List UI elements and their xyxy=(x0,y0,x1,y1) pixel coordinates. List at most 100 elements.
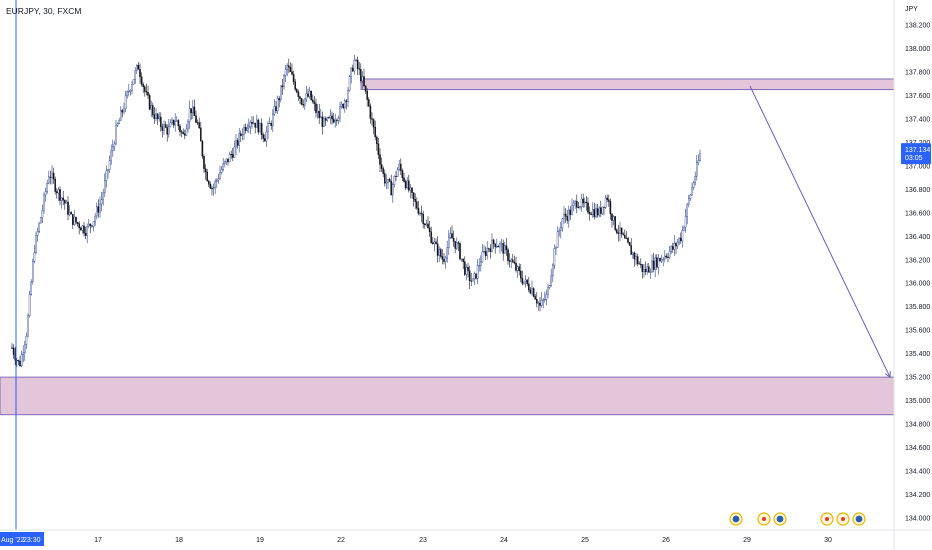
candle-body xyxy=(316,111,319,113)
candle-body xyxy=(478,265,481,267)
candle-body xyxy=(151,105,154,115)
candle-body xyxy=(137,64,140,70)
candle-body xyxy=(689,194,692,199)
candle-body xyxy=(51,172,53,178)
candle-body xyxy=(116,123,119,126)
candle-body xyxy=(329,115,332,118)
candle-body xyxy=(697,160,700,163)
candle-body xyxy=(444,257,447,262)
candle-body xyxy=(163,124,165,131)
candle-body xyxy=(643,269,645,272)
forecast-arrow-line[interactable] xyxy=(749,85,891,378)
candle-body xyxy=(203,156,205,169)
candle-body xyxy=(380,164,383,169)
candle-body xyxy=(57,189,60,194)
candle-body xyxy=(622,233,624,236)
price-tick-label: 135.200 xyxy=(905,375,930,382)
candle-body xyxy=(686,204,688,217)
candle-body xyxy=(241,134,244,136)
cursor-time-label: 23:30 xyxy=(23,537,41,544)
candle-body xyxy=(52,172,55,180)
candle-body xyxy=(563,213,565,219)
candle-body xyxy=(350,67,353,77)
candle-body xyxy=(396,169,399,177)
candle-body xyxy=(624,234,626,239)
candle-body xyxy=(249,122,252,127)
candle-body xyxy=(257,119,260,133)
candle-body xyxy=(411,187,413,193)
candle-body xyxy=(590,213,592,215)
candle-body xyxy=(664,255,666,260)
candle-body xyxy=(566,216,568,221)
candle-body xyxy=(132,79,135,85)
candle-body xyxy=(424,223,426,226)
candle-body xyxy=(153,114,156,120)
candle-body xyxy=(99,203,101,213)
candle-body xyxy=(625,237,628,239)
candle-body xyxy=(388,179,391,182)
candle-body xyxy=(540,299,543,306)
candle-body xyxy=(233,146,236,158)
candle-body xyxy=(312,99,314,103)
supply-zone[interactable] xyxy=(360,78,895,91)
candle-body xyxy=(127,91,130,93)
demand-zone[interactable] xyxy=(0,376,895,416)
candle-body xyxy=(288,65,290,68)
candle-body xyxy=(345,100,348,102)
candle-body xyxy=(379,154,381,165)
candle-body xyxy=(568,209,570,221)
candle-body xyxy=(614,216,616,230)
candle-body xyxy=(390,181,393,196)
price-axis[interactable]: JPY 138.200 138.000 137.800 137.600 137.400 13… xyxy=(901,6,931,523)
candle-body xyxy=(27,315,29,337)
candle-body xyxy=(124,95,127,110)
candle-body xyxy=(166,127,169,135)
candle-body xyxy=(673,243,676,250)
candle-body xyxy=(48,176,50,184)
candle-body xyxy=(699,153,701,161)
candle-body xyxy=(97,206,100,213)
candle-body xyxy=(235,140,237,148)
candle-body xyxy=(652,260,655,270)
candle-body xyxy=(662,258,664,260)
candle-body xyxy=(576,200,578,208)
candle-body xyxy=(524,279,527,283)
candle-body xyxy=(556,231,559,248)
candle-body xyxy=(84,232,87,236)
candle-body xyxy=(256,119,258,128)
candle-body xyxy=(65,201,68,204)
candle-body xyxy=(611,213,613,221)
candle-body xyxy=(182,132,185,135)
candle-body xyxy=(481,251,484,263)
event-flag-red-icon xyxy=(762,517,766,521)
candle-body xyxy=(516,266,519,271)
price-tick-label: 136.200 xyxy=(905,257,930,264)
candle-body xyxy=(115,125,117,145)
candle-body xyxy=(537,302,540,304)
candle-body xyxy=(572,202,575,207)
price-tick-label: 136.400 xyxy=(905,234,930,241)
candle-body xyxy=(280,85,282,101)
candle-body xyxy=(103,180,106,193)
time-tick-label: 29 xyxy=(743,537,751,544)
candle-body xyxy=(472,278,474,282)
candle-body xyxy=(323,118,325,127)
candle-body xyxy=(660,258,663,262)
candle-body xyxy=(438,249,441,256)
zones-layer xyxy=(0,78,895,416)
candle-body xyxy=(183,133,186,136)
candle-body xyxy=(172,119,175,126)
candle-body xyxy=(593,209,596,218)
candle-body xyxy=(238,133,241,146)
candle-body xyxy=(215,179,218,182)
candle-body xyxy=(681,230,684,242)
candle-body xyxy=(374,127,377,138)
candle-body xyxy=(564,213,567,217)
candle-body xyxy=(28,294,31,316)
candle-body xyxy=(190,108,193,114)
candle-body xyxy=(628,242,631,246)
candle-body xyxy=(308,90,311,97)
price-tick-label: 134.800 xyxy=(905,422,930,429)
